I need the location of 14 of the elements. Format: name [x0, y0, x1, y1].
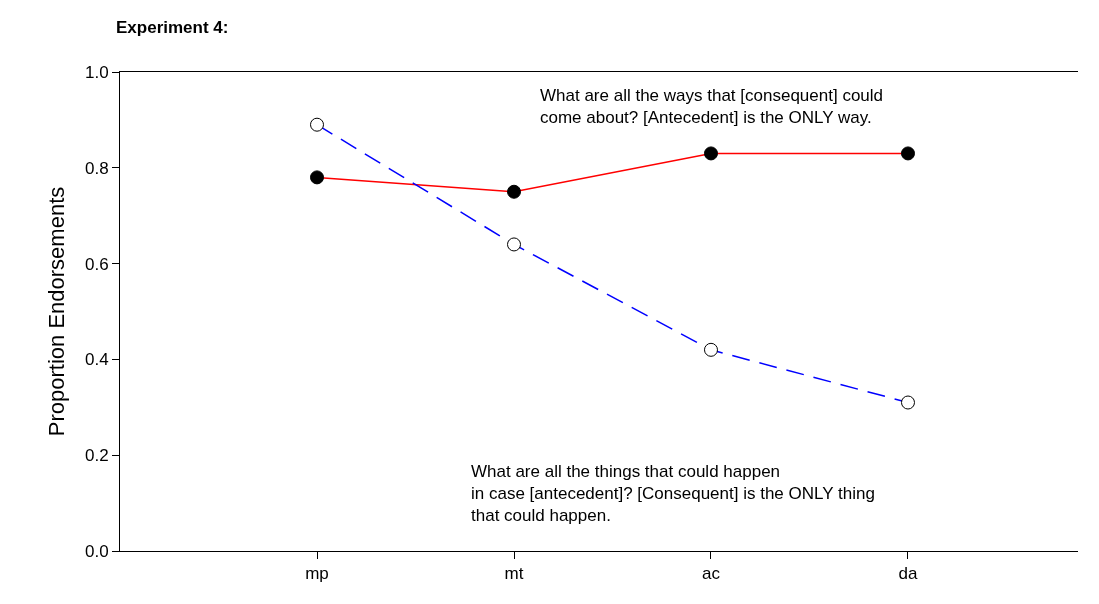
- y-tick-label: 0.6: [84, 254, 109, 274]
- x-tick-label: mt: [504, 564, 524, 584]
- y-axis-title: Proportion Endorsements: [43, 186, 69, 437]
- annotation: What are all the things that could happen in case [antecedent]? [Consequent] is the ONLY thing that could happen.: [471, 462, 875, 526]
- y-tick-label: 0.8: [84, 158, 109, 178]
- x-tick-label: da: [898, 564, 918, 584]
- x-tick-label: ac: [702, 564, 721, 584]
- y-tick-label: 1.0: [84, 62, 109, 82]
- annotation: What are all the ways that [consequent] could come about? [Antecedent] is the ONLY way.: [540, 86, 884, 128]
- x-tick-label: mp: [305, 564, 329, 584]
- y-tick-label: 0.4: [84, 350, 109, 370]
- chart-title: Experiment 4:: [116, 18, 229, 38]
- y-tick-label: 0.2: [84, 446, 109, 466]
- y-tick-label: 0.0: [84, 541, 109, 561]
